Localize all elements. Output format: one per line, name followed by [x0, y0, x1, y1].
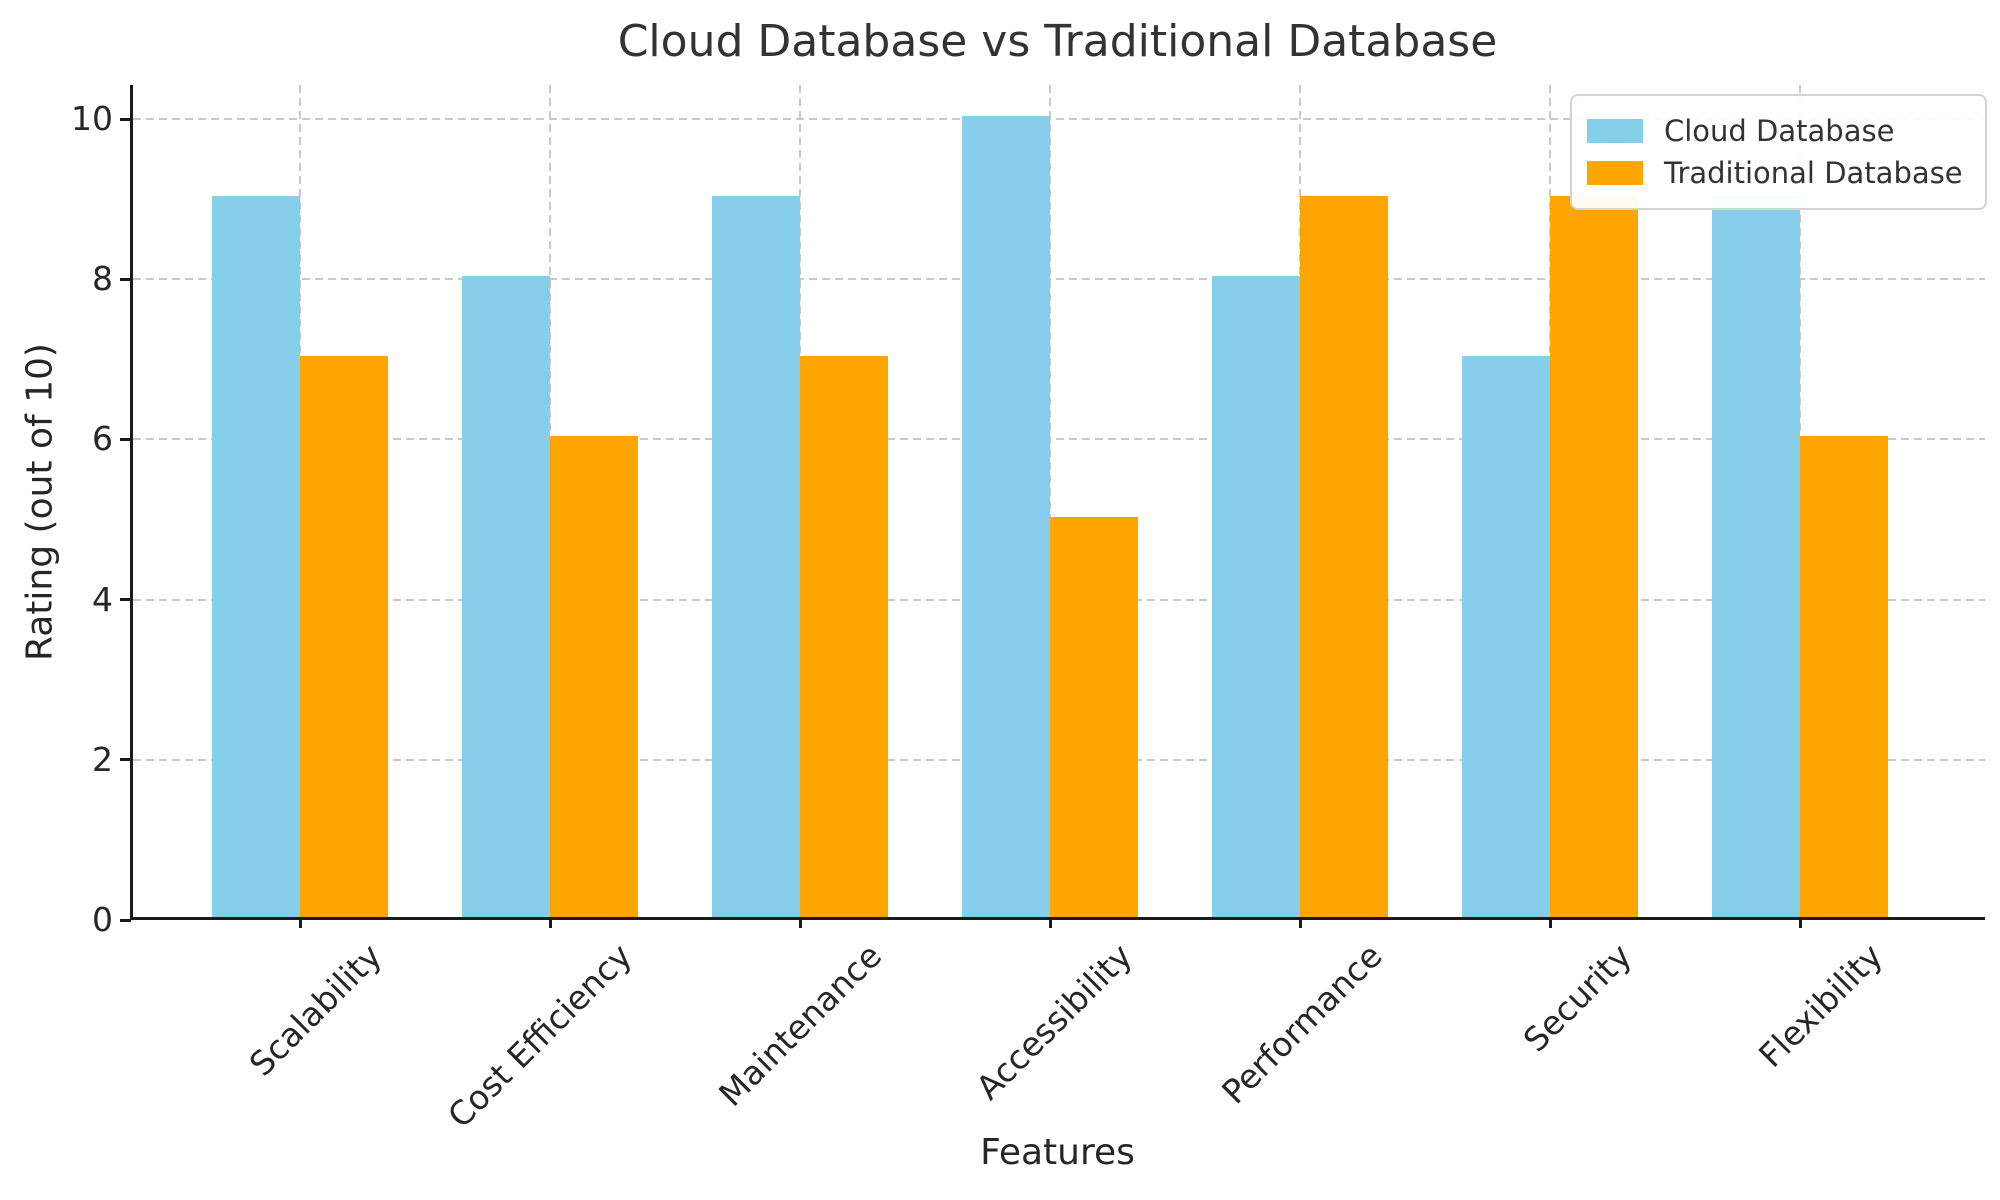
x-tick-label-flexibility: Flexibility: [1750, 936, 1890, 1075]
legend: Cloud Database Traditional Database: [1570, 94, 1987, 210]
x-tick-label-maintenance: Maintenance: [711, 936, 890, 1114]
x-tick-mark: [798, 917, 802, 928]
bar-cloud-database-flexibility: [1712, 196, 1800, 917]
gridline-horizontal: [133, 438, 1985, 441]
bar-cloud-database-security: [1462, 356, 1550, 917]
y-tick-mark: [120, 117, 131, 121]
y-tick-label: 4: [92, 579, 113, 619]
bar-traditional-database-cost-efficiency: [550, 436, 638, 917]
legend-swatch-cloud-database: [1587, 119, 1643, 143]
legend-item-traditional-database: Traditional Database: [1587, 156, 1963, 190]
bar-traditional-database-accessibility: [1050, 516, 1138, 917]
y-tick-mark: [120, 598, 131, 602]
bar-traditional-database-performance: [1300, 196, 1388, 917]
y-tick-label: 6: [92, 419, 113, 459]
y-tick-label: 8: [92, 259, 113, 299]
bar-cloud-database-accessibility: [962, 116, 1050, 917]
y-tick-mark: [120, 437, 131, 441]
gridline-horizontal: [133, 118, 1985, 120]
chart-title: Cloud Database vs Traditional Database: [617, 16, 1498, 67]
x-tick-label-accessibility: Accessibility: [968, 936, 1140, 1108]
legend-label: Traditional Database: [1664, 156, 1963, 190]
bar-cloud-database-performance: [1212, 276, 1300, 917]
gridline-vertical: [1049, 85, 1051, 917]
bar-traditional-database-scalability: [300, 356, 388, 917]
x-tick-mark: [1048, 917, 1052, 928]
y-tick-mark: [120, 758, 131, 762]
plot-area: 0 2 4 6 8 10 Scalability Cost Efficiency Mainten…: [71, 85, 1985, 1135]
bar-cloud-database-cost-efficiency: [462, 276, 550, 917]
bar-cloud-database-scalability: [212, 196, 300, 917]
legend-label: Cloud Database: [1664, 114, 1895, 148]
bar-cloud-database-maintenance: [712, 196, 800, 917]
y-tick-label: 10: [71, 99, 113, 138]
legend-item-cloud-database: Cloud Database: [1587, 114, 1963, 148]
bar-traditional-database-flexibility: [1800, 436, 1888, 917]
y-tick-mark: [120, 918, 131, 922]
x-tick-mark: [1798, 917, 1802, 928]
x-tick-mark: [1548, 917, 1552, 928]
y-tick-label: 2: [92, 739, 113, 779]
bar-traditional-database-security: [1550, 196, 1638, 917]
y-tick-label: 0: [92, 900, 113, 939]
x-tick-label-cost-efficiency: Cost Efficiency: [440, 936, 640, 1136]
y-tick-mark: [120, 277, 131, 281]
x-tick-mark: [1298, 917, 1302, 928]
x-tick-mark: [298, 917, 302, 928]
bar-traditional-database-maintenance: [800, 356, 888, 917]
x-tick-mark: [548, 917, 552, 928]
x-tick-label-scalability: Scalability: [242, 936, 390, 1084]
x-tick-label-security: Security: [1516, 936, 1640, 1060]
x-tick-label-performance: Performance: [1214, 936, 1390, 1112]
x-axis-label: Features: [980, 1132, 1135, 1173]
y-axis-label: Rating (out of 10): [19, 343, 61, 661]
legend-swatch-traditional-database: [1587, 161, 1643, 185]
gridline-horizontal: [133, 278, 1985, 281]
